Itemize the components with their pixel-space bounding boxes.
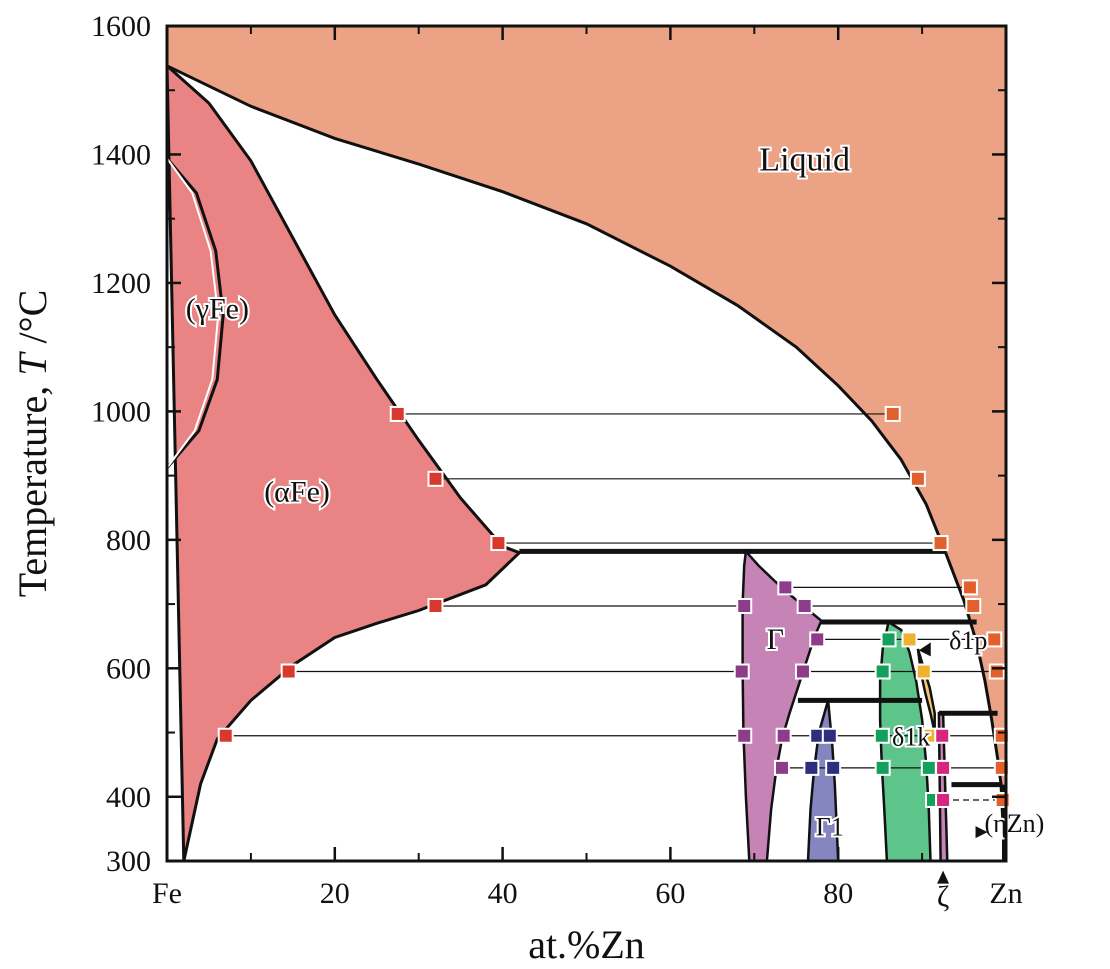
x-tick-label: 20 <box>320 877 350 910</box>
phase-label-5: δ1p <box>949 626 987 655</box>
y-axis-title-prefix: Temperature, <box>10 376 55 598</box>
endpoint-marker-5 <box>932 535 949 552</box>
endpoint-marker-33 <box>825 759 842 776</box>
endpoint-marker-8 <box>427 598 444 615</box>
y-tick-label: 400 <box>106 781 151 814</box>
endpoint-marker-26 <box>821 727 838 744</box>
y-axis-title: Temperature, T /°C <box>10 290 55 598</box>
phase-label-6: δ1k <box>892 722 930 751</box>
phase-label-8: (ηZn) <box>984 809 1044 838</box>
endpoint-marker-14 <box>901 631 918 648</box>
phase-label-3: Γ <box>767 623 784 656</box>
y-tick-label: 300 <box>106 845 151 878</box>
endpoint-marker-9 <box>736 598 753 615</box>
x-tick-label: 80 <box>823 877 853 910</box>
endpoint-marker-2 <box>427 470 444 487</box>
endpoint-marker-0 <box>389 405 406 422</box>
y-axis-title-unit: /°C <box>10 290 55 354</box>
endpoint-marker-16 <box>280 663 297 680</box>
gamma-region <box>742 551 822 861</box>
tie-line-endpoints <box>217 405 1011 808</box>
x-tick-label: Zn <box>989 877 1022 910</box>
phase-label-7: ζ <box>937 880 949 913</box>
tie-lines <box>225 413 1003 801</box>
eta-arrow-icon <box>975 826 988 839</box>
phase-regions <box>167 26 1006 862</box>
delta-region <box>880 622 931 861</box>
endpoint-marker-3 <box>909 470 926 487</box>
alpha-fe-region <box>167 65 520 862</box>
endpoint-marker-11 <box>965 598 982 615</box>
endpoint-marker-21 <box>988 663 1005 680</box>
endpoint-marker-34 <box>874 759 891 776</box>
phase-label-4: Γ1 <box>816 812 844 841</box>
delta-arrow-icon <box>918 642 931 657</box>
x-tick-label: Fe <box>152 877 182 910</box>
x-axis-ticks: Fe 20 40 60 80 Zn <box>152 26 1023 910</box>
axes: Fe 20 40 60 80 Zn 300 400 600 800 1000 1200 1400 160… <box>10 10 1023 967</box>
phase-label-0: Liquid <box>759 142 850 179</box>
endpoint-marker-36 <box>935 759 952 776</box>
endpoint-marker-23 <box>736 727 753 744</box>
x-axis-title: at.%Zn <box>528 922 645 967</box>
endpoint-marker-10 <box>796 598 813 615</box>
endpoint-marker-17 <box>733 663 750 680</box>
y-axis-title-symbol: T <box>10 351 55 376</box>
endpoint-marker-29 <box>934 727 951 744</box>
x-tick-label: 60 <box>655 877 685 910</box>
endpoint-marker-40 <box>994 791 1011 808</box>
endpoint-marker-31 <box>773 759 790 776</box>
endpoint-marker-4 <box>490 535 507 552</box>
gamma-loop-outer <box>165 157 225 469</box>
endpoint-marker-15 <box>986 631 1003 648</box>
endpoint-marker-18 <box>794 663 811 680</box>
zeta-arrow-icon <box>937 870 950 884</box>
y-tick-label: 1200 <box>91 267 151 300</box>
endpoint-marker-27 <box>873 727 890 744</box>
y-tick-label: 1000 <box>91 395 151 428</box>
endpoint-marker-13 <box>880 631 897 648</box>
x-tick-label: 40 <box>488 877 518 910</box>
endpoint-marker-24 <box>775 727 792 744</box>
endpoint-marker-1 <box>884 405 901 422</box>
phase-label-1: (γFe) <box>186 292 249 325</box>
y-tick-label: 1600 <box>91 10 151 43</box>
phase-labels: Liquid (γFe) (αFe) Γ Γ1 δ1p δ1k ζ (ηZn) <box>184 140 1047 915</box>
y-axis-ticks: 300 400 600 800 1000 1200 1400 1600 <box>91 10 1006 878</box>
y-tick-label: 600 <box>106 652 151 685</box>
endpoint-marker-19 <box>874 663 891 680</box>
endpoint-marker-32 <box>803 759 820 776</box>
gamma-loop-inner <box>166 157 220 469</box>
endpoint-marker-39 <box>935 791 952 808</box>
y-tick-label: 800 <box>106 524 151 557</box>
phase-label-2: (αFe) <box>264 475 330 508</box>
y-tick-label: 1400 <box>91 138 151 171</box>
liquid-region <box>167 26 1006 861</box>
endpoint-marker-22 <box>217 727 234 744</box>
endpoint-marker-7 <box>961 579 978 596</box>
endpoint-marker-20 <box>915 663 932 680</box>
endpoint-marker-6 <box>777 579 794 596</box>
endpoint-marker-35 <box>920 759 937 776</box>
endpoint-marker-12 <box>809 631 826 648</box>
alpha-fe-boundary <box>165 62 523 862</box>
